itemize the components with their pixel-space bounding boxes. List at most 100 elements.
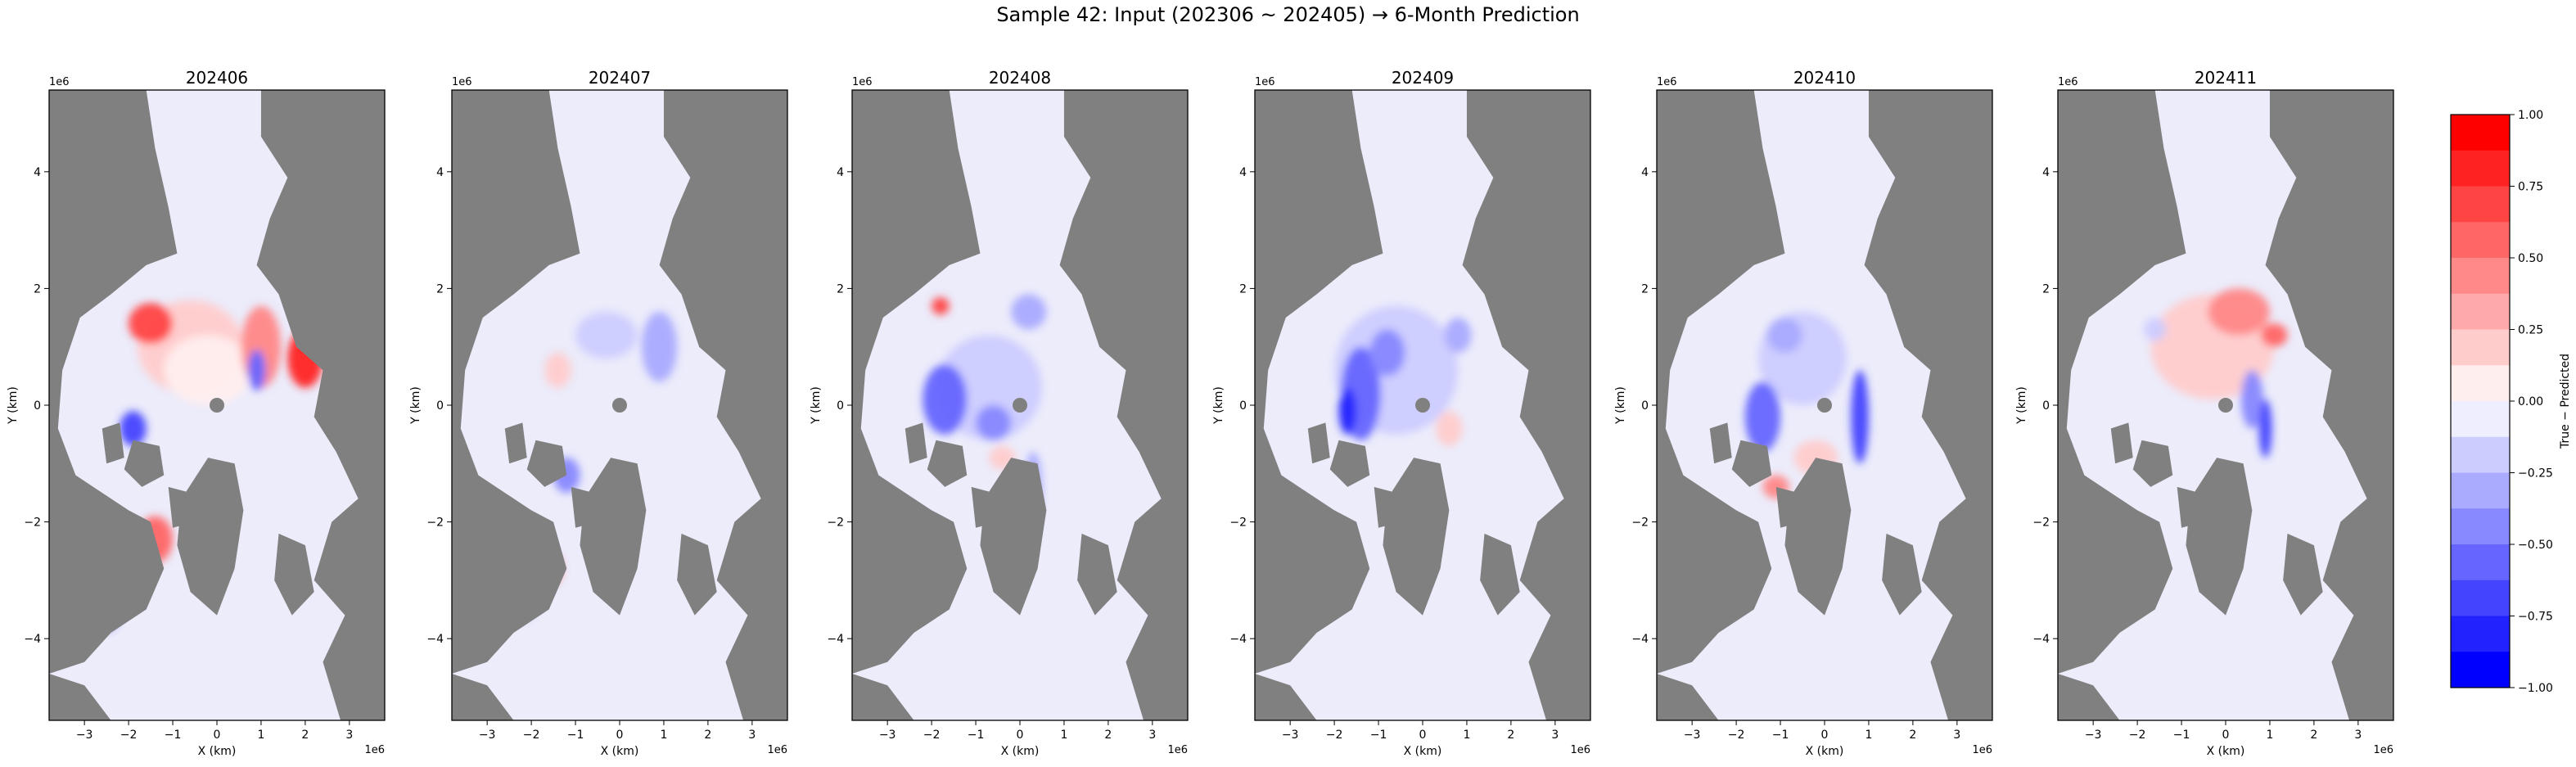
x-tick-label: 0 xyxy=(1419,729,1427,742)
panel-title: 202406 xyxy=(186,68,248,88)
x-tick-label: 1 xyxy=(1463,729,1470,742)
plot-area xyxy=(2058,90,2393,720)
panel-title: 202410 xyxy=(1793,68,1856,88)
colorbar-label: True − Predicted xyxy=(2559,354,2572,449)
x-tick-label: −2 xyxy=(1326,729,1343,742)
x-tick-label: −2 xyxy=(523,729,540,742)
x-axis-label: X (km) xyxy=(1001,745,1040,758)
x-tick-label: 0 xyxy=(616,729,624,742)
colorbar-segment xyxy=(2451,616,2510,652)
y-tick-label: −2 xyxy=(827,517,844,530)
y-tick-label: 4 xyxy=(1239,166,1247,179)
colorbar-tick-label: 1.00 xyxy=(2518,109,2543,122)
colorbar: 1.000.750.500.250.00−0.25−0.50−0.75−1.00… xyxy=(2451,109,2572,695)
y-tick-label: 4 xyxy=(436,166,444,179)
colorbar-tick-label: 0.25 xyxy=(2518,324,2543,337)
colorbar-segment xyxy=(2451,222,2510,258)
difference-region xyxy=(1767,318,1802,353)
x-axis-label: X (km) xyxy=(601,745,639,758)
y-axis-label: Y (km) xyxy=(1614,386,1627,425)
colorbar-tick-label: −1.00 xyxy=(2518,682,2553,695)
x-axis-label: X (km) xyxy=(2207,745,2245,758)
y-tick-label: −2 xyxy=(426,517,444,530)
y-tick-label: −2 xyxy=(2032,517,2050,530)
difference-region xyxy=(1745,381,1780,452)
y-axis-label: Y (km) xyxy=(810,386,823,425)
x-tick-label: 2 xyxy=(2310,729,2317,742)
colorbar-segment xyxy=(2451,544,2510,580)
panel-title: 202407 xyxy=(589,68,651,88)
colorbar-segment xyxy=(2451,437,2510,473)
x-tick-label: 2 xyxy=(1507,729,1514,742)
difference-region xyxy=(2144,318,2166,341)
x-tick-label: 3 xyxy=(748,729,756,742)
pole-hole xyxy=(612,398,627,413)
difference-region xyxy=(1339,388,1357,435)
y-tick-label: −4 xyxy=(1631,633,1649,646)
pole-hole xyxy=(1415,398,1430,413)
x-tick-label: 1 xyxy=(660,729,667,742)
x-tick-label: 3 xyxy=(2354,729,2362,742)
y-tick-label: 0 xyxy=(1239,399,1247,413)
x-tick-label: −1 xyxy=(968,729,985,742)
x-offset-text: 1e6 xyxy=(364,744,385,756)
x-offset-text: 1e6 xyxy=(1972,744,1992,756)
y-tick-label: 2 xyxy=(1641,282,1649,296)
colorbar-segment xyxy=(2451,330,2510,366)
difference-region xyxy=(164,335,252,405)
difference-region xyxy=(2258,399,2271,458)
y-tick-label: 2 xyxy=(2042,282,2050,296)
colorbar-segment xyxy=(2451,473,2510,509)
panel-title: 202411 xyxy=(2195,68,2257,88)
panel-title: 202409 xyxy=(1392,68,1454,88)
y-tick-label: 0 xyxy=(436,399,444,413)
x-offset-text: 1e6 xyxy=(1570,744,1590,756)
x-tick-label: −3 xyxy=(479,729,496,742)
colorbar-tick-label: −0.25 xyxy=(2518,467,2553,481)
x-tick-label: 0 xyxy=(214,729,221,742)
difference-region xyxy=(129,303,173,344)
x-tick-label: 2 xyxy=(1104,729,1112,742)
difference-region xyxy=(2261,323,2287,347)
y-tick-label: 4 xyxy=(2042,166,2050,179)
plot-area xyxy=(852,90,1188,720)
y-axis-label: Y (km) xyxy=(1212,386,1225,425)
x-tick-label: 2 xyxy=(301,729,309,742)
panel-202407: 202407 −3 −2 −1 0 1 2 3 −4 −2 0 2 4 X (km) Y (km) 1e6 1e… xyxy=(409,68,787,758)
x-tick-label: 3 xyxy=(1148,729,1156,742)
x-tick-label: −1 xyxy=(567,729,584,742)
plot-area xyxy=(1657,90,1992,720)
x-tick-label: −2 xyxy=(2129,729,2146,742)
y-tick-label: 0 xyxy=(837,399,844,413)
colorbar-segment xyxy=(2451,294,2510,330)
x-axis-label: X (km) xyxy=(1806,745,1844,758)
y-tick-label: 4 xyxy=(837,166,844,179)
x-tick-label: 1 xyxy=(257,729,264,742)
y-offset-text: 1e6 xyxy=(1657,76,1677,88)
x-tick-label: −2 xyxy=(1728,729,1745,742)
pole-hole xyxy=(2218,398,2233,413)
y-tick-label: −4 xyxy=(827,633,844,646)
difference-region xyxy=(1369,329,1405,376)
x-tick-label: −3 xyxy=(1684,729,1701,742)
x-tick-label: 0 xyxy=(1017,729,1024,742)
x-tick-label: −1 xyxy=(2173,729,2190,742)
difference-region xyxy=(575,312,638,359)
difference-field xyxy=(1334,306,1471,446)
panel-202406: 202406−3 −2 −1 0 1 2 3−4−2024X (km)Y (km)1e61e… xyxy=(7,68,385,758)
difference-region xyxy=(544,353,571,388)
panel-202408: 202408−3 −2 −1 0 1 2 3−4−2024X (km)Y (km)1e61e… xyxy=(810,68,1188,758)
plot-area xyxy=(1255,90,1590,720)
panel-202410: 202410−3 −2 −1 0 1 2 3−4−2024X (km)Y (km)1e61e… xyxy=(1614,68,1992,758)
y-tick-label: −4 xyxy=(1229,633,1247,646)
x-tick-label: 0 xyxy=(2222,729,2230,742)
x-offset-text: 1e6 xyxy=(2373,744,2393,756)
difference-region xyxy=(248,350,266,390)
plot-area xyxy=(452,90,787,720)
pole-hole xyxy=(1817,398,1832,413)
y-offset-text: 1e6 xyxy=(852,76,873,88)
x-tick-label: −2 xyxy=(923,729,941,742)
y-axis-label: Y (km) xyxy=(2015,386,2028,425)
x-axis-label: X (km) xyxy=(198,745,237,758)
